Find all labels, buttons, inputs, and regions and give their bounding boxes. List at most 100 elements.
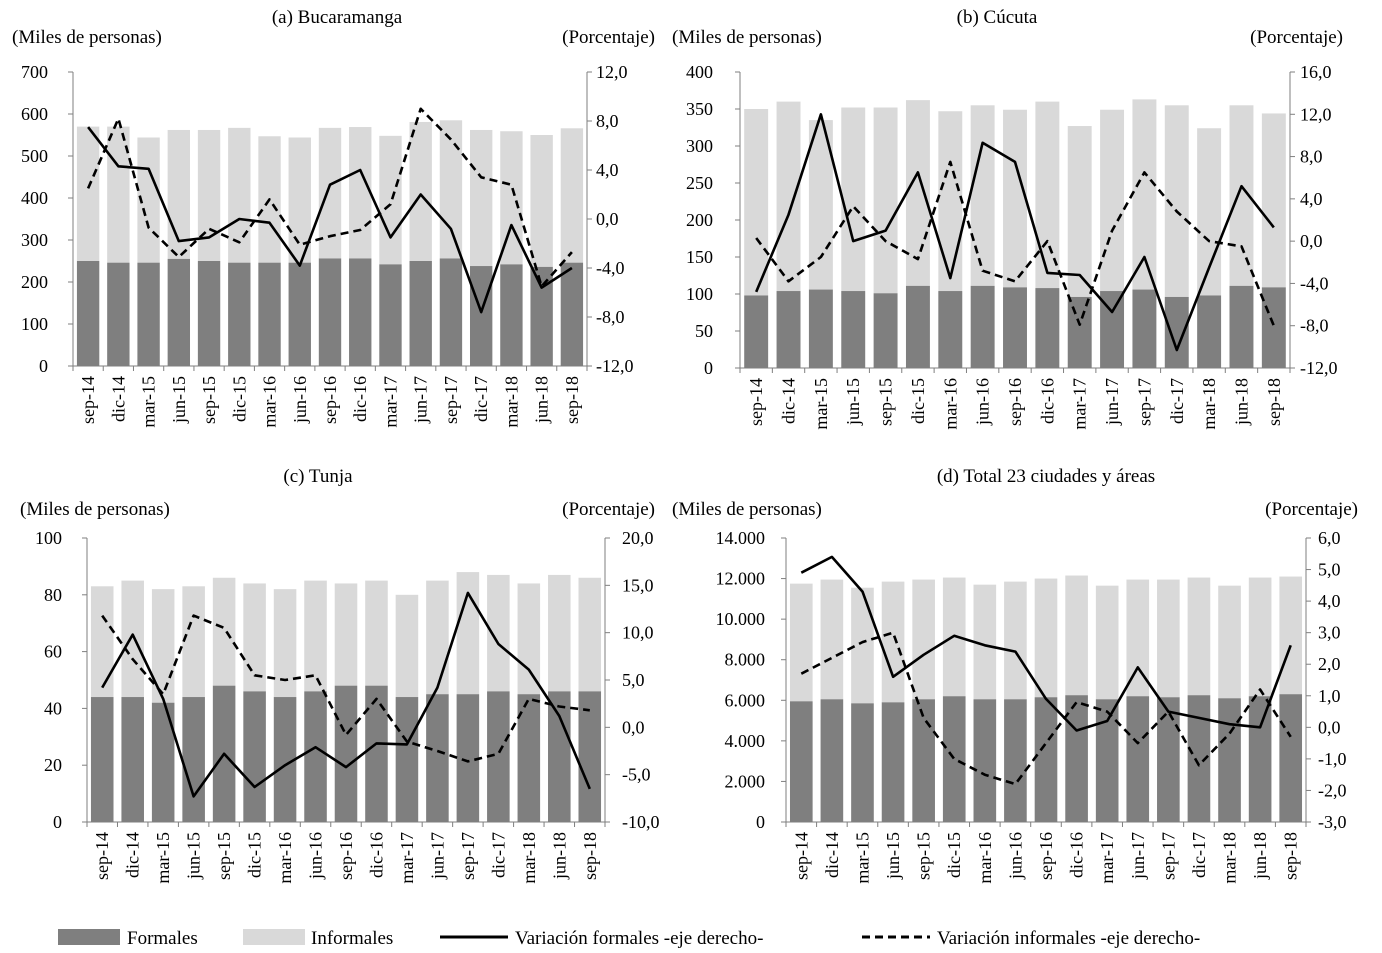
bar-formales (1164, 296, 1189, 368)
bar-informales (1164, 105, 1189, 297)
x-tick-label: sep-15 (914, 832, 934, 880)
bar-formales (905, 285, 930, 368)
y2-tick-label: 0,0 (1300, 231, 1323, 251)
bar-formales (273, 697, 297, 822)
y-tick-label: 6.000 (725, 690, 766, 710)
x-tick-label: jun-17 (427, 832, 447, 880)
chart-title: (b) Cúcuta (957, 7, 1038, 28)
x-tick-label: sep-15 (214, 832, 234, 880)
bar-formales (334, 685, 358, 822)
bar-informales (334, 583, 358, 686)
bar-informales (1126, 579, 1150, 697)
y-tick-label: 350 (686, 99, 713, 119)
y-tick-label: 200 (686, 210, 713, 230)
bar-informales (151, 589, 175, 703)
x-tick-label: mar-18 (1199, 378, 1219, 430)
y2-tick-label: 4,0 (1300, 189, 1323, 209)
bar-informales (1003, 109, 1027, 288)
x-tick-label: mar-15 (153, 832, 173, 884)
bar-informales (182, 586, 205, 698)
x-tick-label: sep-15 (199, 376, 219, 424)
y2-tick-label: -8,0 (596, 307, 625, 327)
bar-formales (318, 258, 342, 366)
legend-formales-label: Formales (127, 928, 198, 949)
y-axis-label: (Miles de personas) (672, 27, 822, 48)
bar-formales (121, 697, 144, 822)
y2-tick-label: 5,0 (1318, 560, 1341, 580)
y-tick-label: 80 (44, 585, 62, 605)
bar-informales (820, 579, 844, 700)
bar-informales (1187, 577, 1211, 696)
x-tick-label: dic-14 (779, 378, 799, 424)
series-line-var-formales (101, 591, 591, 798)
bar-formales (873, 293, 898, 368)
bar-formales (560, 262, 584, 366)
bar-formales (776, 291, 801, 368)
bar-formales (365, 685, 388, 822)
x-tick-label: sep-17 (441, 376, 461, 424)
x-tick-label: sep-16 (1036, 832, 1056, 880)
y2-tick-label: 15,0 (622, 575, 654, 595)
bar-informales (456, 572, 480, 695)
bar-formales (744, 295, 769, 368)
bar-informales (851, 587, 874, 704)
bar-informales (273, 589, 297, 698)
x-tick-label: jun-18 (549, 832, 569, 880)
chart-panel-3: (c) Tunja (Miles de personas) (Porcentaje)… (20, 466, 660, 884)
y2-tick-label: -4,0 (1300, 273, 1329, 293)
chart-panels: (a) Bucaramanga (Miles de personas) (Porce… (12, 7, 1358, 884)
bar-informales (304, 580, 327, 692)
bar-informales (881, 581, 905, 703)
bar-formales (1067, 296, 1092, 368)
x-tick-label: jun-15 (883, 832, 903, 880)
bar-informales (873, 107, 898, 294)
bar-formales (469, 266, 493, 366)
bar-informales (288, 137, 311, 263)
bar-informales (1095, 585, 1119, 700)
bar-informales (197, 129, 221, 261)
bar-formales (1126, 696, 1150, 822)
y2-tick-label: 10,0 (622, 623, 654, 643)
y2-tick-label: 12,0 (1300, 104, 1332, 124)
bar-informales (439, 120, 463, 259)
x-tick-label: dic-16 (350, 376, 370, 422)
y-tick-label: 50 (695, 321, 713, 341)
x-tick-label: jun-16 (306, 832, 326, 880)
bar-formales (258, 262, 281, 366)
y-tick-label: 0 (704, 358, 713, 378)
legend-informales-swatch (243, 929, 305, 945)
bar-informales (395, 594, 419, 698)
bar-informales (578, 577, 602, 692)
bar-informales (905, 100, 930, 286)
x-tick-label: jun-15 (184, 832, 204, 880)
bar-informales (365, 580, 388, 686)
x-tick-label: sep-18 (580, 832, 600, 880)
y2-tick-label: -10,0 (622, 812, 660, 832)
bar-formales (151, 702, 175, 822)
bar-formales (500, 264, 523, 366)
x-tick-label: dic-16 (1067, 832, 1087, 878)
bar-informales (560, 128, 584, 263)
x-tick-label: dic-16 (366, 832, 386, 878)
bar-formales (548, 691, 571, 822)
y2-tick-label: 4,0 (1318, 591, 1341, 611)
bar-informales (500, 131, 523, 265)
y-tick-label: 150 (686, 247, 713, 267)
bar-formales (409, 261, 432, 366)
y2-tick-label: 0,0 (596, 209, 619, 229)
bar-formales (182, 697, 205, 822)
series-line-var-formales (755, 113, 1275, 352)
bar-formales (1095, 699, 1119, 822)
y2-tick-label: -3,0 (1318, 812, 1347, 832)
bar-informales (426, 580, 449, 695)
bar-formales (379, 264, 402, 366)
bar-formales (1004, 699, 1027, 822)
x-tick-label: dic-14 (822, 832, 842, 878)
bar-formales (1248, 696, 1272, 822)
chart-title: (a) Bucaramanga (272, 7, 403, 28)
x-tick-label: mar-17 (1070, 378, 1090, 430)
y2-tick-label: -4,0 (596, 258, 625, 278)
x-tick-label: dic-17 (471, 376, 491, 422)
x-tick-label: jun-16 (290, 376, 310, 424)
bar-formales (137, 262, 160, 366)
